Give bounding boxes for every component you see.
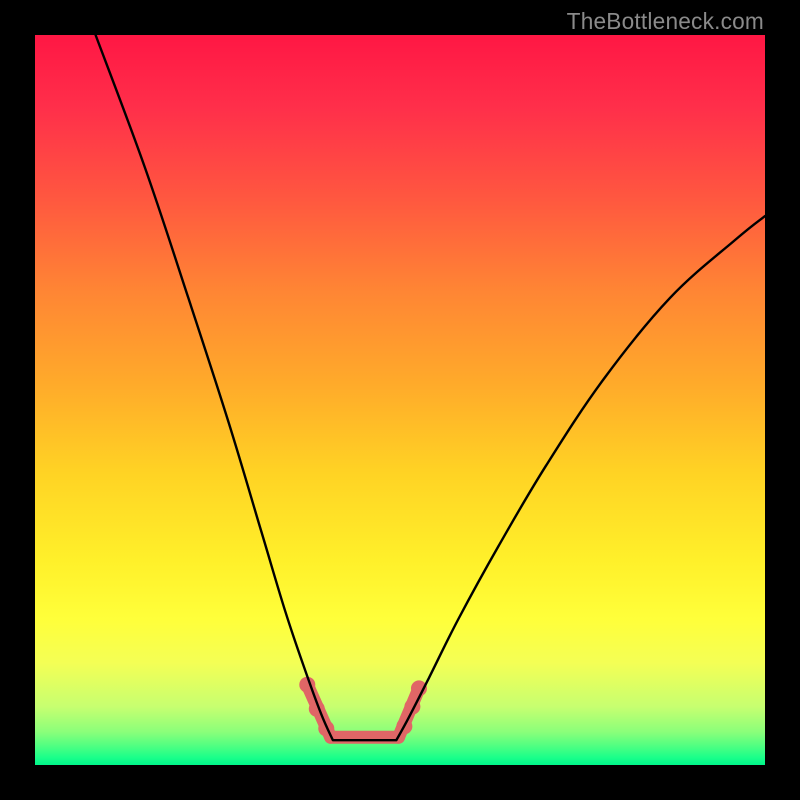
watermark-text: TheBottleneck.com <box>567 8 764 35</box>
bottleneck-curve-plot <box>35 35 765 765</box>
bottleneck-curve <box>96 35 765 740</box>
